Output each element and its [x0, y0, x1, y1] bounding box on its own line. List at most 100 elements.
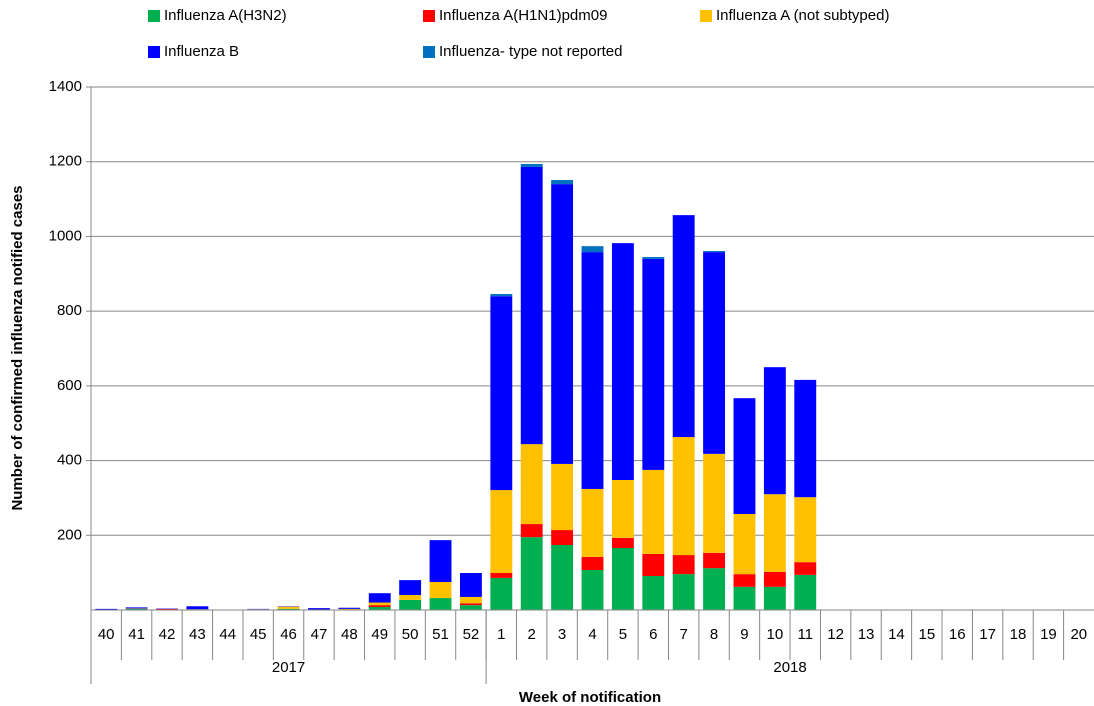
bar-segment	[551, 180, 574, 185]
bar-segment	[763, 367, 786, 495]
bar-segment	[520, 166, 543, 445]
x-tick-label: 45	[250, 626, 267, 643]
bar-segment	[520, 537, 543, 610]
bar-segment	[95, 608, 118, 610]
legend-swatch	[148, 46, 160, 58]
bar-segment	[733, 586, 756, 610]
bar-segment	[581, 246, 604, 253]
bar-segment	[429, 598, 452, 610]
y-tick-label: 400	[57, 452, 82, 469]
bar-segment	[490, 293, 513, 297]
x-tick-label: 51	[432, 626, 449, 643]
bar-segment	[459, 605, 482, 610]
bar-segment	[581, 252, 604, 489]
x-tick-label: 8	[710, 626, 718, 643]
bar-segment	[733, 574, 756, 587]
bar-segment	[642, 576, 665, 610]
bar-segment	[642, 256, 665, 259]
bar-segment	[551, 544, 574, 610]
bar-segment	[156, 608, 178, 610]
bar-segment	[611, 479, 634, 538]
bar-segment	[672, 437, 695, 556]
bar-segment	[429, 540, 452, 582]
y-tick-label: 1000	[49, 227, 82, 244]
x-tick-label: 5	[619, 626, 627, 643]
x-tick-label: 43	[189, 626, 206, 643]
x-tick-label: 11	[797, 626, 813, 643]
legend-swatch	[423, 10, 435, 22]
bar-segment	[551, 463, 574, 531]
x-tick-label: 48	[341, 626, 358, 643]
x-axis-label: Week of notification	[519, 689, 661, 706]
bar-segment	[581, 556, 604, 571]
bar-segment	[672, 574, 695, 610]
x-tick-label: 1	[497, 626, 505, 643]
x-tick-label: 20	[1070, 626, 1087, 643]
x-tick-label: 46	[280, 626, 297, 643]
y-tick-label: 600	[57, 377, 82, 394]
legend-swatch	[423, 46, 435, 58]
bar-segment	[733, 398, 756, 514]
bar-segment	[490, 490, 513, 574]
bar-segment	[703, 552, 726, 569]
bar-segment	[794, 574, 817, 610]
bar-segment	[338, 607, 361, 609]
x-tick-label: 17	[979, 626, 996, 643]
bar-segment	[642, 258, 665, 470]
bar-segment	[459, 596, 482, 604]
x-tick-label: 40	[98, 626, 115, 643]
x-tick-label: 12	[827, 626, 844, 643]
x-tick-label: 42	[159, 626, 176, 643]
x-group-label: 2017	[272, 659, 305, 676]
bar-segment	[611, 547, 634, 610]
y-axis-label: Number of confirmed influenza notified c…	[9, 185, 26, 510]
bar-segment	[490, 573, 513, 578]
bar-segment	[490, 577, 513, 610]
bar-segment	[368, 607, 391, 610]
bar-segment	[125, 608, 148, 610]
bar-segment	[703, 568, 726, 610]
bar-segment	[733, 513, 756, 575]
bar-segment	[703, 250, 726, 253]
y-tick-label: 200	[57, 526, 82, 543]
bar-segment	[703, 453, 726, 553]
x-tick-label: 41	[128, 626, 145, 643]
bar-segment	[794, 497, 817, 563]
x-tick-label: 6	[649, 626, 657, 643]
bar-segment	[611, 537, 634, 548]
x-tick-label: 14	[888, 626, 905, 643]
bar-segment	[763, 571, 786, 587]
bar-segment	[703, 252, 726, 454]
x-tick-label: 10	[767, 626, 784, 643]
x-tick-label: 15	[918, 626, 935, 643]
bar-segment	[611, 243, 634, 480]
bar-segment	[338, 608, 361, 610]
y-tick-label: 800	[57, 302, 82, 319]
x-tick-label: 4	[588, 626, 596, 643]
bar-segment	[399, 595, 422, 600]
bar-segment	[581, 570, 604, 610]
bar-segment	[186, 606, 209, 610]
bar-segment	[581, 488, 604, 557]
y-tick-label: 1200	[49, 153, 82, 170]
bar-segment	[125, 607, 148, 609]
legend-label: Influenza B	[164, 43, 239, 60]
bar-segment	[520, 524, 543, 538]
bar-segment	[551, 530, 574, 545]
bar-segment	[794, 562, 817, 575]
y-tick-label: 1400	[49, 78, 82, 95]
bar-segment	[794, 379, 817, 498]
bar-segment	[429, 581, 452, 599]
bar-segment	[672, 215, 695, 438]
bar-segment	[277, 608, 300, 610]
bar-segment	[277, 606, 300, 609]
legend-swatch	[700, 10, 712, 22]
x-tick-label: 44	[219, 626, 236, 643]
legend-label: Influenza A(H1N1)pdm09	[439, 7, 607, 24]
x-tick-label: 47	[311, 626, 328, 643]
bar-segment	[399, 580, 422, 596]
bar-segment	[368, 605, 391, 608]
bar-segment	[368, 602, 391, 606]
legend-label: Influenza A (not subtyped)	[716, 7, 889, 24]
